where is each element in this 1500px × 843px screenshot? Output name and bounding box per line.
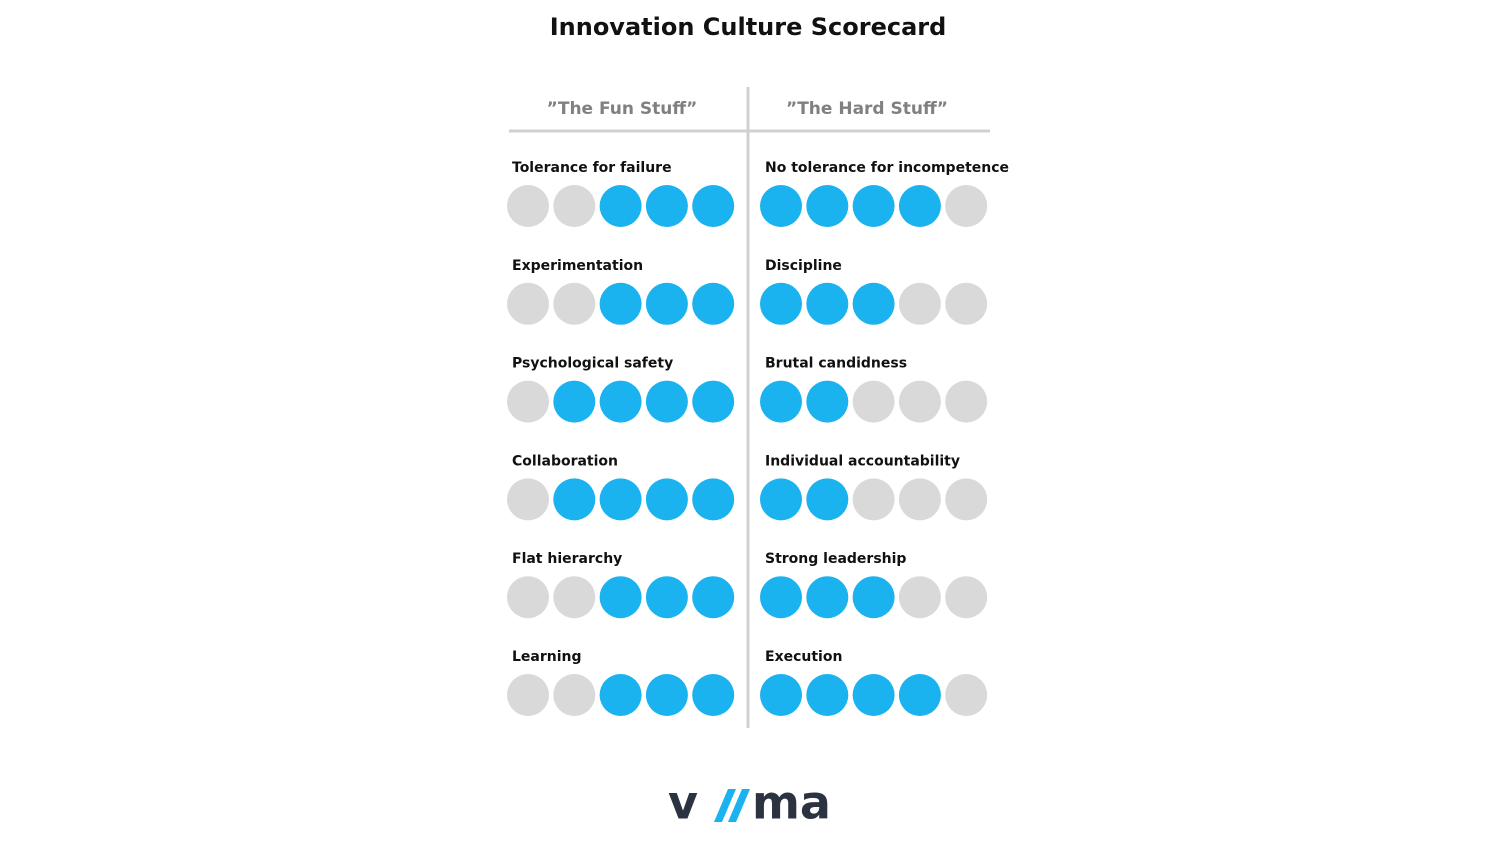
score-dot-filled bbox=[645, 478, 688, 521]
score-dot-empty bbox=[898, 282, 941, 325]
score-dot-filled bbox=[806, 478, 849, 521]
item-label: Psychological safety bbox=[512, 356, 673, 372]
score-dot-filled bbox=[806, 282, 849, 325]
score-dot-empty bbox=[945, 380, 988, 423]
title: Innovation Culture Scorecard bbox=[550, 13, 947, 41]
logo-right: ma bbox=[752, 776, 831, 830]
item-label: Strong leadership bbox=[765, 551, 906, 567]
score-dot-empty bbox=[945, 674, 988, 716]
item-label: Experimentation bbox=[512, 258, 643, 274]
score-dot-filled bbox=[852, 185, 895, 227]
score-dot-empty bbox=[945, 576, 988, 619]
score-dot-filled bbox=[599, 380, 642, 423]
score-dot-filled bbox=[852, 576, 895, 619]
logo-bar bbox=[714, 789, 736, 822]
item-label: Execution bbox=[765, 649, 842, 665]
score-dot-empty bbox=[553, 282, 596, 325]
score-dot-filled bbox=[692, 282, 735, 325]
score-dot-filled bbox=[692, 674, 735, 716]
score-dot-empty bbox=[507, 380, 549, 423]
score-dot-filled bbox=[599, 185, 642, 227]
score-dot-empty bbox=[945, 282, 988, 325]
score-dot-filled bbox=[599, 478, 642, 521]
score-dot-filled bbox=[599, 576, 642, 619]
score-dot-empty bbox=[945, 185, 988, 227]
logo-bar bbox=[728, 789, 750, 822]
item-label: Learning bbox=[512, 649, 582, 665]
score-dot-empty bbox=[898, 576, 941, 619]
item-label: Tolerance for failure bbox=[512, 160, 672, 176]
score-dot-empty bbox=[898, 478, 941, 521]
score-dot-empty bbox=[898, 380, 941, 423]
score-dot-filled bbox=[760, 674, 802, 716]
score-dot-filled bbox=[599, 282, 642, 325]
score-dot-filled bbox=[692, 185, 735, 227]
score-dot-filled bbox=[806, 380, 849, 423]
score-dot-empty bbox=[553, 674, 596, 716]
score-dot-filled bbox=[553, 380, 596, 423]
score-dot-empty bbox=[507, 185, 549, 227]
item-label: Collaboration bbox=[512, 453, 618, 469]
score-dot-filled bbox=[806, 576, 849, 619]
score-dot-filled bbox=[852, 674, 895, 716]
item-label: Individual accountability bbox=[765, 453, 960, 469]
logo-left: v bbox=[668, 776, 698, 830]
item-label: Brutal candidness bbox=[765, 356, 907, 372]
score-dot-filled bbox=[806, 674, 849, 716]
score-dot-filled bbox=[806, 185, 849, 227]
column-heading: ”The Fun Stuff” bbox=[547, 99, 698, 119]
score-dot-filled bbox=[898, 185, 941, 227]
column-heading: ”The Hard Stuff” bbox=[786, 99, 948, 119]
score-dot-empty bbox=[507, 674, 549, 716]
score-dot-empty bbox=[553, 185, 596, 227]
score-dot-empty bbox=[507, 282, 549, 325]
score-dot-empty bbox=[507, 478, 549, 521]
score-dot-filled bbox=[760, 576, 802, 619]
score-dot-filled bbox=[692, 478, 735, 521]
score-dot-filled bbox=[852, 282, 895, 325]
score-dot-filled bbox=[645, 282, 688, 325]
item-label: Flat hierarchy bbox=[512, 551, 622, 567]
score-dot-empty bbox=[945, 478, 988, 521]
score-dot-filled bbox=[599, 674, 642, 716]
score-dot-filled bbox=[760, 282, 802, 325]
score-dot-filled bbox=[760, 478, 802, 521]
score-dot-filled bbox=[645, 576, 688, 619]
logo: v ma bbox=[668, 776, 831, 830]
score-dot-filled bbox=[760, 380, 802, 423]
item-label: Discipline bbox=[765, 258, 842, 274]
score-dot-empty bbox=[852, 380, 895, 423]
score-dot-filled bbox=[645, 185, 688, 227]
score-dot-filled bbox=[692, 380, 735, 423]
score-dot-filled bbox=[760, 185, 802, 227]
score-dot-filled bbox=[692, 576, 735, 619]
score-dot-empty bbox=[852, 478, 895, 521]
score-dot-filled bbox=[645, 674, 688, 716]
item-label: No tolerance for incompetence bbox=[765, 160, 1009, 176]
score-dot-filled bbox=[645, 380, 688, 423]
score-dot-filled bbox=[553, 478, 596, 521]
score-dot-filled bbox=[898, 674, 941, 716]
score-dot-empty bbox=[553, 576, 596, 619]
score-dot-empty bbox=[507, 576, 549, 619]
